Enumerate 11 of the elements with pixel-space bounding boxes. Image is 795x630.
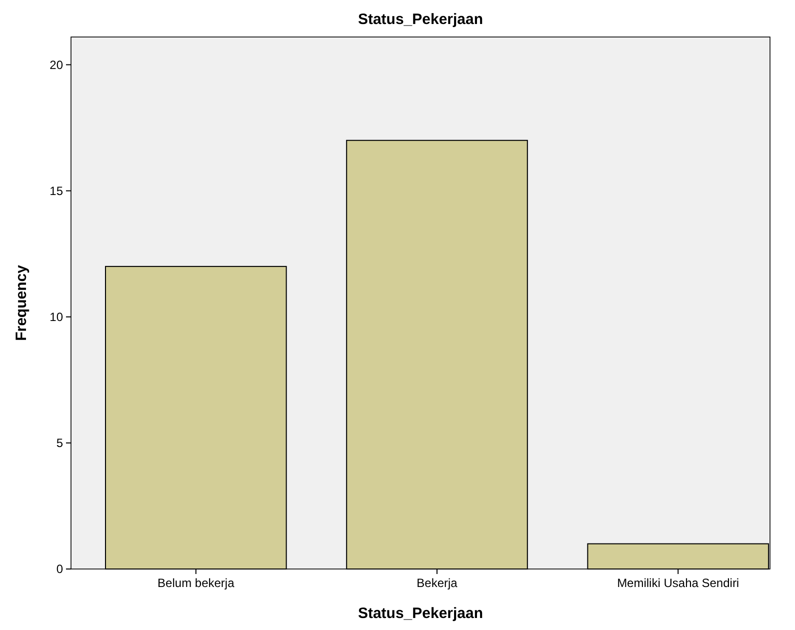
y-tick-label: 0 [56, 562, 64, 576]
x-axis-title: Status_Pekerjaan [358, 605, 484, 622]
y-tick-label: 5 [56, 436, 64, 450]
x-tick-label: Belum bekerja [158, 576, 235, 590]
chart-title: Status_Pekerjaan [358, 11, 484, 28]
y-tick-label: 20 [50, 58, 64, 72]
y-tick-label: 10 [50, 310, 64, 324]
y-axis-title: Frequency [13, 264, 30, 341]
y-tick-label: 15 [50, 184, 64, 198]
x-tick-label: Bekerja [416, 576, 458, 590]
x-tick-label: Memiliki Usaha Sendiri [617, 576, 740, 590]
